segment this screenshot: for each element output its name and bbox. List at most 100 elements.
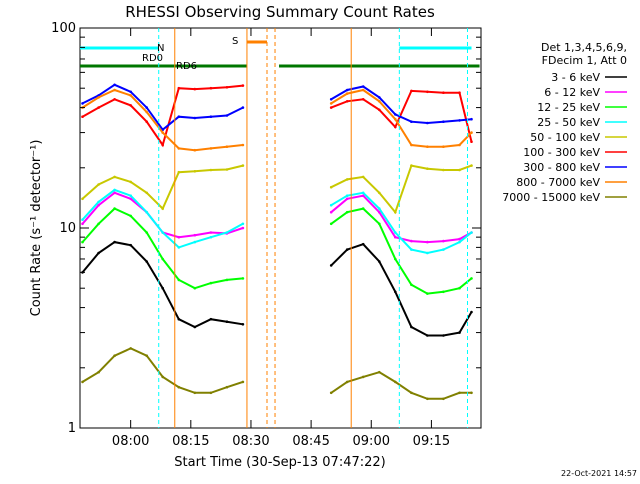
data-point [129,180,132,184]
data-point [378,370,381,374]
data-point [97,370,100,374]
data-point [410,248,413,251]
series-line-3-1 [330,191,473,255]
data-point [426,240,429,244]
data-point [81,240,84,244]
data-point [394,113,397,116]
series-2 [81,207,473,295]
data-point [145,260,148,263]
data-point [361,98,365,101]
series-line-1-1 [330,194,472,244]
series-line-7-0 [81,88,244,152]
data-point [145,120,148,123]
data-point [345,210,349,214]
series-line-2-1 [330,207,473,295]
data-point [378,191,381,195]
data-point [458,168,461,172]
legend-label: 7000 - 15000 keV [502,191,600,204]
data-point [193,286,197,290]
legend-label: 100 - 300 keV [523,146,600,159]
series-8 [81,347,473,401]
data-point [161,207,164,210]
data-point [442,290,445,294]
data-point [161,131,164,134]
data-point [209,281,213,285]
data-point [329,391,333,395]
x-tick-label: 08:15 [172,434,209,449]
data-point [209,147,213,150]
data-point [458,286,461,290]
data-point [209,391,213,395]
data-point [470,277,473,280]
data-point [161,231,164,234]
data-point [345,194,349,197]
data-point [329,185,333,189]
data-point [470,140,473,143]
data-point [410,89,413,93]
series-line-0-0 [81,241,244,329]
legend-label: 6 - 12 keV [544,86,600,99]
data-point [378,207,381,210]
data-point [161,286,164,290]
series-5 [81,84,473,148]
data-point [394,125,397,129]
data-point [129,243,132,247]
series-layer [81,83,473,401]
data-point [329,264,333,267]
data-point [426,145,429,148]
plot-frame [79,27,482,429]
data-point [209,317,213,321]
data-point [329,222,333,226]
data-point [345,197,349,201]
data-point [129,94,132,97]
series-line-5-1 [330,89,473,142]
data-point [345,88,349,92]
chart-title: RHESSI Observing Summary Count Rates [125,3,435,21]
data-point [145,106,148,109]
data-point [361,191,365,195]
legend-header-line: Det 1,3,4,5,6,9, [541,41,627,54]
footer-timestamp: 22-Oct-2021 14:57 [561,469,637,478]
data-point [442,120,445,123]
data-point [361,242,365,246]
series-line-0-1 [330,243,473,337]
data-point [161,375,164,379]
data-point [394,210,397,214]
data-point [426,167,429,170]
data-point [442,334,445,337]
data-point [97,203,100,207]
data-point [145,210,148,214]
data-point [410,239,413,243]
data-point [225,231,229,234]
data-point [129,197,132,201]
data-point [113,83,116,87]
data-point [177,385,181,389]
data-point [225,278,229,282]
data-point [442,168,445,172]
data-point [193,240,197,244]
data-point [410,325,413,329]
legend-label: 25 - 50 keV [537,116,600,129]
data-point [329,102,333,105]
data-point [177,317,181,321]
data-point [361,175,365,179]
data-point [81,115,84,118]
series-7 [81,88,473,152]
data-point [193,87,197,91]
data-point [470,117,473,121]
data-point [209,86,213,90]
legend-label: 50 - 100 keV [530,131,600,144]
axis-layer: 08:00 08:15 08:30 08:45 09:00 09:15 1 10 100 [51,21,481,449]
data-point [97,106,100,109]
data-point [426,292,429,295]
data-point [442,248,445,251]
data-point [225,385,229,389]
data-point [361,194,365,197]
data-point [97,222,100,226]
data-point [241,106,245,109]
x-tick-label: 08:45 [292,434,329,449]
data-point [241,143,245,147]
